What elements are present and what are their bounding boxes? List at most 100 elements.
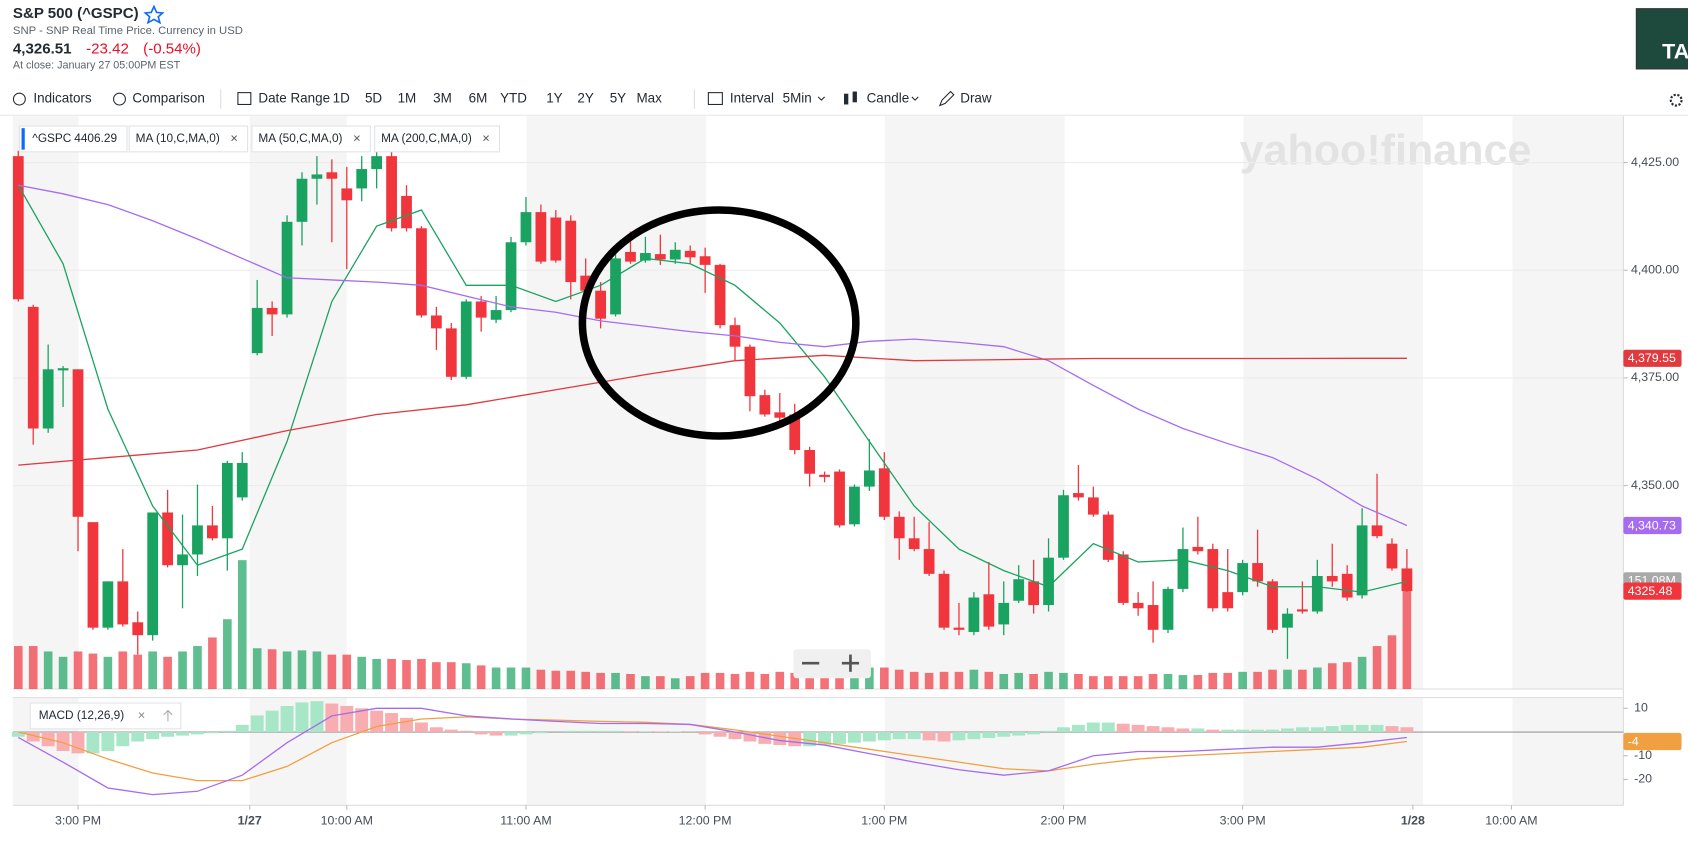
interval-button[interactable]: Interval	[730, 91, 774, 106]
volume-bar	[969, 669, 979, 690]
macd-histogram-bar	[1146, 726, 1160, 733]
legend-series: MA (50,C,MA,0)	[258, 131, 342, 145]
range-button[interactable]: 5D	[365, 91, 382, 106]
macd-histogram-bar	[235, 724, 249, 733]
volume-bar	[626, 673, 635, 690]
remove-icon[interactable]: ×	[353, 130, 361, 145]
comparison-icon[interactable]	[113, 92, 126, 106]
range-button[interactable]: 1M	[398, 91, 417, 106]
candle-body	[625, 251, 636, 262]
close-note: At close: January 27 05:00PM EST	[13, 60, 181, 72]
candle-body	[12, 156, 24, 300]
volume-bar	[1163, 673, 1173, 690]
macd-histogram-bar	[862, 732, 876, 742]
interval-icon[interactable]	[707, 92, 723, 106]
x-tick-label: 2:00 PM	[1040, 814, 1086, 828]
range-button[interactable]: YTD	[500, 91, 527, 106]
price-change: -23.42	[86, 41, 129, 58]
volume-bar	[1283, 669, 1292, 690]
x-tick-label: 1/27	[238, 814, 262, 828]
legend-chip[interactable]	[128, 125, 249, 153]
volume-bar	[865, 667, 874, 690]
shade	[884, 116, 1065, 806]
candle-body	[819, 474, 830, 477]
indicators-button[interactable]: Indicators	[33, 91, 92, 106]
legend-chip[interactable]	[251, 125, 371, 153]
macd-histogram-bar	[101, 732, 115, 751]
candle-body	[789, 414, 801, 451]
comparison-button[interactable]: Comparison	[132, 91, 204, 106]
date-range-icon[interactable]	[237, 92, 252, 106]
candle-body	[460, 301, 472, 377]
range-button[interactable]: 1D	[333, 91, 350, 106]
legend-color	[21, 128, 25, 150]
candle-body	[371, 156, 383, 170]
interval-value[interactable]: 5Min	[783, 91, 812, 106]
range-button[interactable]: 5Y	[610, 91, 626, 106]
macd-histogram-bar	[967, 732, 981, 740]
macd-histogram-bar	[355, 708, 369, 733]
volume-bar	[596, 672, 605, 690]
candle-body	[998, 602, 1010, 625]
legend-chip[interactable]	[18, 125, 128, 153]
volume-bar	[790, 672, 800, 690]
settings-icon[interactable]	[1669, 93, 1683, 107]
candle-body	[849, 486, 860, 525]
macd-tick-label: -20	[1634, 772, 1652, 786]
legend-chip[interactable]	[374, 125, 501, 153]
remove-icon[interactable]: ×	[138, 707, 146, 722]
candle-icon[interactable]	[844, 93, 849, 105]
date-range-button[interactable]: Date Range	[258, 91, 330, 106]
chart-type-button[interactable]: Candle	[867, 91, 910, 106]
range-button[interactable]: 2Y	[577, 91, 593, 106]
candle-body	[132, 622, 144, 636]
macd-histogram-bar	[1101, 722, 1115, 733]
title: S&P 500 (^GSPC)	[13, 5, 139, 22]
legend-series: MA (200,C,MA,0)	[381, 131, 472, 145]
macd-histogram-bar	[1161, 727, 1175, 733]
range-button[interactable]: 6M	[469, 91, 488, 106]
volume-bar	[88, 653, 98, 690]
candle-body	[236, 462, 248, 498]
volume-bar	[178, 651, 187, 690]
x-tick-label: 1/28	[1401, 814, 1425, 828]
volume-bar	[551, 670, 561, 690]
range-button[interactable]: Max	[636, 91, 662, 106]
move-up-icon[interactable]	[163, 709, 173, 722]
remove-icon[interactable]: ×	[230, 130, 238, 145]
draw-icon[interactable]	[938, 90, 955, 107]
volume-bar	[103, 656, 113, 690]
legend-chip[interactable]	[29, 702, 182, 730]
watch-star[interactable]	[143, 4, 165, 25]
volume-bar	[700, 672, 710, 690]
volume-bar	[1059, 672, 1068, 690]
macd-histogram-bar	[892, 732, 906, 740]
ad-box[interactable]	[1635, 8, 1688, 70]
subtitle: SNP - SNP Real Time Price. Currency in U…	[13, 25, 243, 37]
candle-body	[430, 315, 442, 329]
volume-bar	[1357, 656, 1367, 690]
panel-gap	[0, 689, 1688, 698]
volume-bar	[432, 662, 441, 690]
macd-histogram-bar	[1310, 727, 1324, 733]
macd-histogram-bar	[161, 732, 175, 737]
volume-bar	[745, 671, 755, 690]
remove-icon[interactable]: ×	[482, 130, 490, 145]
macd-histogram-bar	[1206, 729, 1220, 733]
macd-histogram-bar	[1191, 728, 1205, 733]
candle-body	[595, 290, 606, 319]
candle-icon[interactable]	[852, 91, 857, 103]
ad-text[interactable]: TA	[1662, 39, 1688, 63]
indicators-icon[interactable]	[12, 92, 26, 106]
macd-histogram-bar	[773, 732, 787, 746]
macd-histogram-bar	[519, 732, 533, 735]
legend-series: MA (10,C,MA,0)	[136, 131, 220, 145]
range-button[interactable]: 3M	[433, 91, 452, 106]
range-button[interactable]: 1Y	[546, 91, 562, 106]
draw-button[interactable]: Draw	[960, 91, 992, 106]
macd-histogram-bar	[937, 732, 951, 742]
macd-histogram-bar	[698, 732, 712, 735]
candle-body	[1237, 563, 1249, 593]
macd-histogram-bar	[1266, 729, 1279, 733]
